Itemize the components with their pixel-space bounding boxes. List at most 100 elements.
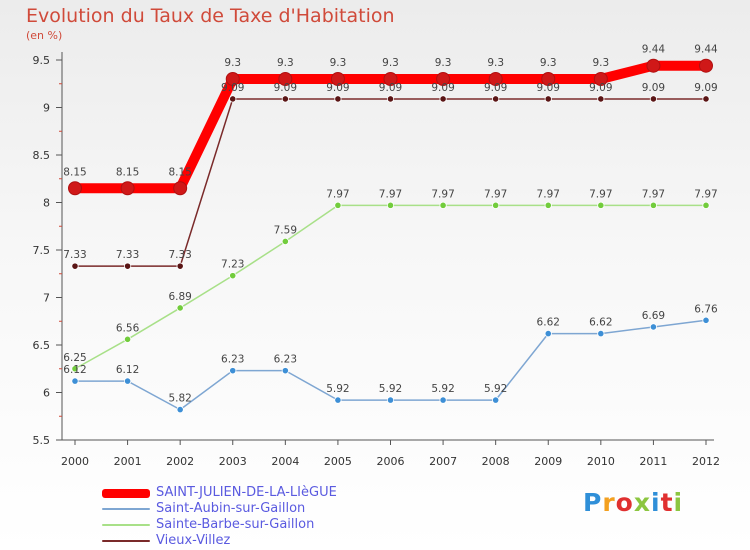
- data-label-1: 5.92: [431, 383, 454, 395]
- series-point-2: [123, 335, 132, 343]
- logo-letter: i: [673, 488, 684, 517]
- data-label-3: 9.09: [274, 82, 297, 94]
- data-label-0: 9.3: [592, 57, 609, 69]
- series-point-0: [120, 181, 135, 196]
- data-label-0: 9.3: [277, 57, 294, 69]
- series-point-0: [68, 181, 82, 196]
- series-point-3: [544, 95, 552, 103]
- y-tick-label: 9.5: [33, 54, 51, 67]
- line-chart: 5.5 6 6.5 7 7.5 8 8.5 9 9.5 2000 2001 2002 2003 2004 2…: [33, 44, 721, 468]
- series-point-0: [225, 72, 240, 86]
- series-point-1: [229, 367, 237, 375]
- data-label-0: 9.44: [694, 44, 718, 56]
- data-label-3: 7.33: [116, 249, 139, 261]
- logo-letter: i: [651, 488, 661, 517]
- data-label-3: 9.09: [642, 82, 665, 94]
- data-label-1: 6.62: [537, 317, 560, 329]
- series-point-3: [71, 262, 79, 270]
- data-label-3: 7.33: [63, 249, 86, 261]
- data-label-1: 6.76: [694, 303, 718, 315]
- data-label-3: 9.09: [694, 82, 717, 94]
- data-label-2: 6.25: [63, 352, 86, 364]
- series-point-0: [436, 72, 451, 86]
- series-point-0: [278, 72, 293, 86]
- series-point-0: [330, 72, 345, 86]
- legend-swatch: [102, 540, 150, 542]
- data-label-2: 7.97: [484, 188, 507, 200]
- data-label-2: 7.23: [221, 259, 244, 271]
- series-line-2: [74, 204, 707, 370]
- series-point-2: [649, 201, 658, 209]
- x-tick-label: 2006: [377, 455, 405, 468]
- data-label-1: 6.12: [116, 364, 139, 376]
- series-point-0: [699, 58, 713, 73]
- data-label-2: 7.97: [326, 188, 349, 200]
- data-label-0: 8.15: [116, 166, 139, 178]
- chart-title: Evolution du Taux de Taxe d'Habitation: [26, 5, 395, 27]
- series-point-3: [229, 95, 237, 103]
- logo-letter: P: [583, 488, 603, 517]
- x-tick-label: 2012: [692, 455, 720, 468]
- series-point-3: [649, 95, 658, 103]
- series-point-2: [334, 201, 342, 209]
- legend-swatch: [102, 524, 150, 526]
- series-point-2: [71, 365, 79, 373]
- series-point-1: [649, 323, 658, 331]
- data-label-0: 9.3: [435, 57, 452, 69]
- series-point-2: [702, 201, 710, 209]
- series-point-3: [176, 262, 184, 270]
- data-label-0: 9.3: [540, 57, 557, 69]
- legend: SAINT-JULIEN-DE-LA-LIèGUE Saint-Aubin-sur…: [102, 485, 337, 549]
- series-point-3: [702, 95, 710, 103]
- data-label-0: 9.44: [642, 44, 666, 56]
- series-point-0: [593, 72, 608, 86]
- y-tick-label: 6: [43, 387, 50, 400]
- series-point-3: [386, 95, 395, 103]
- series-point-2: [281, 237, 289, 246]
- series-point-0: [383, 72, 398, 86]
- x-tick-label: 2002: [166, 455, 194, 468]
- series-point-3: [123, 262, 132, 270]
- x-tick-label: 2000: [61, 455, 89, 468]
- series-point-3: [439, 95, 447, 103]
- data-label-2: 7.97: [694, 188, 717, 200]
- series-point-3: [492, 95, 500, 103]
- data-label-2: 7.97: [537, 188, 560, 200]
- legend-item: Saint-Aubin-sur-Gaillon: [102, 501, 337, 517]
- legend-item: Sainte-Barbe-sur-Gaillon: [102, 517, 337, 533]
- series-point-3: [334, 95, 342, 103]
- data-label-2: 7.97: [431, 188, 454, 200]
- logo-letter: o: [615, 488, 634, 517]
- series-line-3: [74, 98, 707, 267]
- data-label-3: 9.09: [379, 82, 402, 94]
- data-label-1: 5.82: [168, 393, 191, 405]
- series-point-1: [386, 396, 395, 404]
- data-label-0: 8.15: [168, 166, 191, 178]
- logo-letter: t: [660, 488, 674, 517]
- data-label-2: 7.97: [379, 188, 402, 200]
- x-tick-label: 2008: [482, 455, 510, 468]
- data-label-1: 6.69: [642, 310, 665, 322]
- legend-item: SAINT-JULIEN-DE-LA-LIèGUE: [102, 485, 337, 501]
- y-tick-label: 7.5: [33, 244, 51, 257]
- data-label-2: 7.97: [642, 188, 665, 200]
- x-tick-label: 2007: [429, 455, 457, 468]
- series-point-1: [597, 329, 605, 338]
- logo-letter: x: [633, 488, 651, 517]
- axes: 5.5 6 6.5 7 7.5 8 8.5 9 9.5 2000 2001 2002 2003 2004 2…: [33, 52, 720, 468]
- legend-swatch: [102, 508, 150, 510]
- data-label-1: 6.62: [589, 317, 612, 329]
- data-label-0: 9.3: [487, 57, 504, 69]
- legend-item: Vieux-Villez: [102, 533, 337, 549]
- y-tick-label: 5.5: [33, 434, 51, 447]
- data-label-0: 9.3: [330, 57, 347, 69]
- data-label-0: 9.3: [224, 57, 241, 69]
- data-label-1: 5.92: [379, 383, 402, 395]
- y-tick-label: 8.5: [33, 149, 51, 162]
- data-label-3: 9.09: [589, 82, 612, 94]
- legend-label: Vieux-Villez: [156, 533, 231, 548]
- data-label-2: 7.59: [274, 224, 297, 236]
- series-point-1: [176, 405, 184, 414]
- y-tick-label: 7: [43, 292, 50, 305]
- series-point-0: [488, 72, 503, 86]
